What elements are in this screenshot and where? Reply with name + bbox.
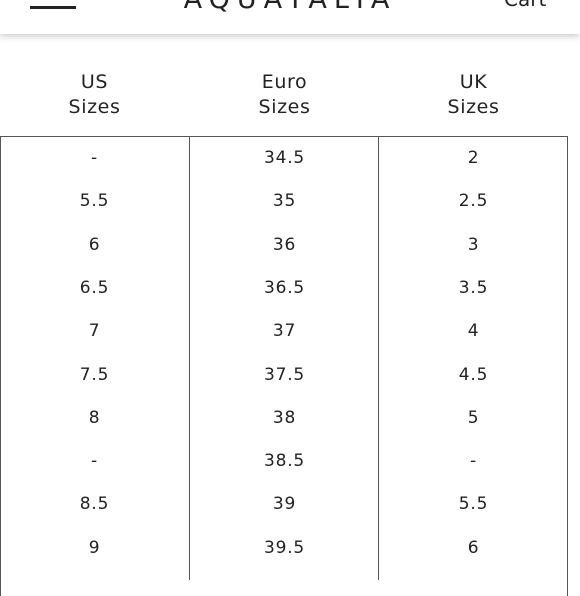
- site-header: AQUATALIA Cart: [0, 0, 580, 34]
- column-divider: [189, 136, 190, 580]
- euro-size-cell: 37.5: [263, 365, 306, 385]
- euro-size-cell: 38: [272, 408, 297, 428]
- table-row: 6 36 3: [0, 234, 568, 256]
- uk-size-cell: 4: [467, 321, 480, 341]
- table-row: 5.5 35 2.5: [0, 190, 568, 212]
- us-size-cell: 7: [88, 321, 101, 341]
- column-header-uk: UK Sizes: [379, 70, 568, 120]
- uk-size-cell: 2: [467, 148, 480, 168]
- uk-size-cell: 5: [467, 408, 480, 428]
- column-header-uk-line1: UK: [459, 71, 488, 93]
- us-size-cell: 8: [88, 408, 101, 428]
- table-row: - 34.5 2: [0, 147, 568, 169]
- uk-size-cell: 4.5: [458, 365, 489, 385]
- euro-size-cell: 36.5: [263, 278, 306, 298]
- column-header-us-line1: US: [80, 71, 109, 93]
- us-size-cell: 8.5: [79, 494, 110, 514]
- uk-size-cell: -: [470, 451, 477, 471]
- uk-size-cell: 6: [467, 538, 480, 558]
- uk-size-cell: 3.5: [458, 278, 489, 298]
- column-header-euro: Euro Sizes: [190, 70, 379, 120]
- column-header-us: US Sizes: [0, 70, 189, 120]
- size-table: [0, 136, 568, 596]
- euro-size-cell: 38.5: [263, 451, 306, 471]
- column-divider: [378, 136, 379, 580]
- euro-size-cell: 34.5: [263, 148, 306, 168]
- us-size-cell: 6.5: [79, 278, 110, 298]
- table-row: 8.5 39 5.5: [0, 493, 568, 515]
- table-row: 9 39.5 6: [0, 537, 568, 559]
- euro-size-cell: 35: [272, 191, 297, 211]
- euro-size-cell: 37: [272, 321, 297, 341]
- us-size-cell: 5.5: [79, 191, 110, 211]
- uk-size-cell: 5.5: [458, 494, 489, 514]
- column-header-euro-line1: Euro: [261, 71, 308, 93]
- column-header-euro-line2: Sizes: [258, 96, 311, 118]
- euro-size-cell: 36: [272, 235, 297, 255]
- table-row: 7 37 4: [0, 320, 568, 342]
- table-row: 8 38 5: [0, 407, 568, 429]
- us-size-cell: -: [91, 451, 98, 471]
- uk-size-cell: 3: [467, 235, 480, 255]
- us-size-cell: 6: [88, 235, 101, 255]
- table-row: 6.5 36.5 3.5: [0, 277, 568, 299]
- us-size-cell: 7.5: [79, 365, 110, 385]
- uk-size-cell: 2.5: [458, 191, 489, 211]
- brand-logo[interactable]: AQUATALIA: [0, 0, 580, 15]
- euro-size-cell: 39.5: [263, 538, 306, 558]
- table-row: 7.5 37.5 4.5: [0, 364, 568, 386]
- column-header-uk-line2: Sizes: [447, 96, 500, 118]
- us-size-cell: -: [91, 148, 98, 168]
- hamburger-menu-icon[interactable]: [30, 6, 76, 9]
- us-size-cell: 9: [88, 538, 101, 558]
- table-row: - 38.5 -: [0, 450, 568, 472]
- column-header-us-line2: Sizes: [68, 96, 121, 118]
- cart-link[interactable]: Cart: [504, 0, 546, 11]
- euro-size-cell: 39: [272, 494, 297, 514]
